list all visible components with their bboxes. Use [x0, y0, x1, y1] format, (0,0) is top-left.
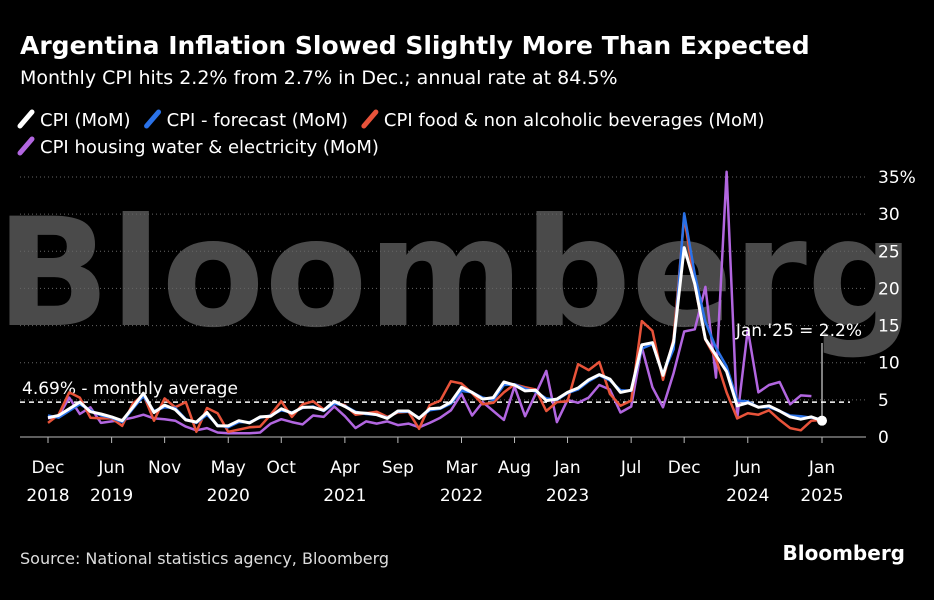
legend-label: CPI food & non alcoholic beverages (MoM) — [384, 110, 765, 131]
legend-marker — [17, 109, 35, 129]
x-tick-year: 2018 — [26, 486, 69, 506]
y-tick-label: 0 — [878, 428, 889, 448]
x-tick-label: Aug — [498, 458, 531, 478]
x-tick-label: Dec — [32, 458, 65, 478]
average-label: 4.69% - monthly average — [22, 379, 238, 399]
chart-subtitle: Monthly CPI hits 2.2% from 2.7% in Dec.;… — [20, 67, 618, 89]
y-tick-label: 5 — [878, 391, 889, 411]
y-tick-label: 10 — [878, 354, 900, 374]
x-tick-label: Jul — [620, 458, 642, 478]
logo: Bloomberg — [783, 541, 905, 565]
x-tick-label: Sep — [382, 458, 414, 478]
legend-marker — [144, 109, 162, 129]
x-tick-year: 2022 — [440, 486, 483, 506]
y-tick-label: 20 — [878, 279, 900, 299]
x-tick-label: Apr — [330, 458, 359, 478]
legend-label: CPI (MoM) — [40, 110, 131, 131]
y-tick-label: 30 — [878, 205, 900, 225]
x-tick-year: 2025 — [800, 486, 843, 506]
x-tick-label: Jan — [553, 458, 580, 478]
legend-marker — [361, 109, 379, 129]
series-line — [47, 246, 823, 428]
watermark: Bloomberg — [0, 187, 914, 361]
x-tick-year: 2021 — [323, 486, 366, 506]
x-tick-label: Jun — [733, 458, 761, 478]
x-tick-year: 2024 — [726, 486, 769, 506]
x-tick-label: Nov — [148, 458, 181, 478]
annotation: Jan.'25 = 2.2% — [735, 321, 862, 341]
source: Source: National statistics agency, Bloo… — [20, 549, 389, 568]
chart-title: Argentina Inflation Slowed Slightly More… — [20, 31, 810, 60]
y-tick-label: 15 — [878, 317, 900, 337]
y-tick-label: 35% — [878, 168, 916, 188]
x-tick-label: Jun — [97, 458, 125, 478]
y-tick-label: 25 — [878, 242, 900, 262]
x-tick-year: 2020 — [207, 486, 250, 506]
x-tick-label: Oct — [267, 458, 297, 478]
x-tick-label: Jan — [808, 458, 835, 478]
x-tick-label: Mar — [445, 458, 477, 478]
series-line — [47, 170, 812, 435]
x-tick-year: 2019 — [90, 486, 133, 506]
legend-label: CPI - forecast (MoM) — [167, 110, 348, 131]
x-tick-label: Dec — [668, 458, 701, 478]
legend-marker — [17, 136, 35, 156]
x-tick-year: 2023 — [546, 486, 589, 506]
x-tick-label: May — [211, 458, 246, 478]
last-point — [817, 415, 827, 426]
legend-label: CPI housing water & electricity (MoM) — [40, 137, 379, 158]
